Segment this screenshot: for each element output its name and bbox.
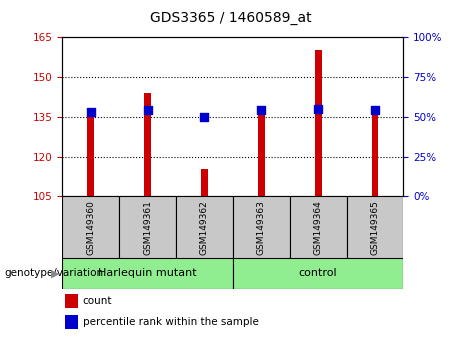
Text: genotype/variation: genotype/variation <box>5 268 104 279</box>
Bar <box>372 109 378 196</box>
Bar <box>290 196 347 258</box>
Text: GSM149364: GSM149364 <box>313 200 323 255</box>
Point <box>87 109 95 115</box>
Text: GSM149361: GSM149361 <box>143 200 152 255</box>
Bar <box>62 196 119 258</box>
Text: GSM149362: GSM149362 <box>200 200 209 255</box>
Text: GSM149360: GSM149360 <box>86 200 95 255</box>
Bar <box>233 258 403 289</box>
Point <box>258 108 265 113</box>
Text: GDS3365 / 1460589_at: GDS3365 / 1460589_at <box>150 11 311 25</box>
Bar <box>176 196 233 258</box>
Text: control: control <box>299 268 337 279</box>
Bar <box>258 115 265 196</box>
Bar <box>201 169 208 196</box>
Text: GSM149363: GSM149363 <box>257 200 266 255</box>
Bar <box>233 196 290 258</box>
Text: Harlequin mutant: Harlequin mutant <box>98 268 197 279</box>
Bar <box>347 196 403 258</box>
Bar <box>315 51 321 196</box>
Bar <box>144 93 151 196</box>
Bar <box>87 115 94 196</box>
Text: GSM149365: GSM149365 <box>371 200 379 255</box>
Point <box>371 108 378 113</box>
Bar <box>65 315 78 329</box>
Point <box>144 108 151 113</box>
Text: count: count <box>83 296 112 306</box>
Text: percentile rank within the sample: percentile rank within the sample <box>83 317 259 327</box>
Point <box>201 114 208 120</box>
Text: ▶: ▶ <box>52 268 60 279</box>
Bar <box>65 294 78 308</box>
Bar <box>119 196 176 258</box>
Bar <box>62 258 233 289</box>
Point <box>314 106 322 112</box>
